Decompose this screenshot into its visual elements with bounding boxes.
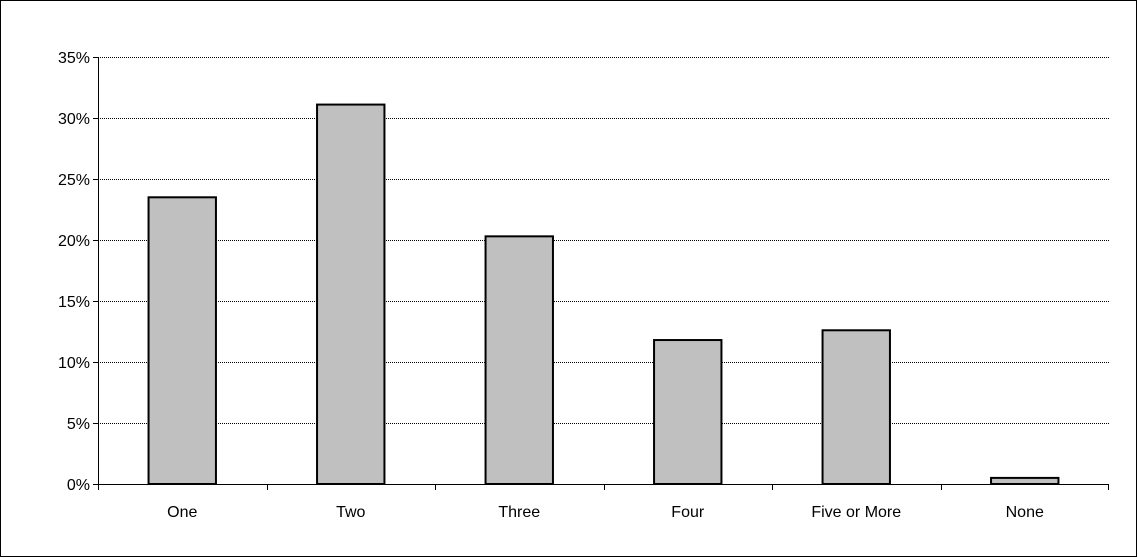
x-tick-label: None (1006, 504, 1044, 521)
x-tick-label: Five or More (811, 504, 901, 521)
bar-five-or-more (821, 329, 891, 485)
y-tick-label: 10% (58, 355, 90, 372)
gridlines (98, 57, 1109, 424)
bar-none (990, 476, 1060, 485)
bar-two (316, 103, 386, 486)
y-tick-label: 25% (58, 172, 90, 189)
axes (93, 57, 1109, 490)
y-tick-label: 5% (67, 416, 90, 433)
bars (147, 103, 1060, 486)
y-tick-labels: 0% 5% 10% 15% 20% 25% 30% 35% (58, 50, 90, 494)
x-tick-label: Three (498, 504, 540, 521)
y-tick-label: 20% (58, 233, 90, 250)
x-tick-labels: One Two Three Four Five or More None (167, 504, 1044, 521)
y-tick-label: 35% (58, 50, 90, 67)
x-tick-label: One (167, 504, 197, 521)
x-tick-label: Four (671, 504, 705, 521)
y-tick-label: 30% (58, 111, 90, 128)
bar-three (484, 235, 554, 485)
x-tick-label: Two (336, 504, 365, 521)
bar-four (653, 339, 723, 486)
y-tick-label: 0% (67, 477, 90, 494)
y-tick-label: 15% (58, 294, 90, 311)
bar-one (147, 196, 217, 486)
